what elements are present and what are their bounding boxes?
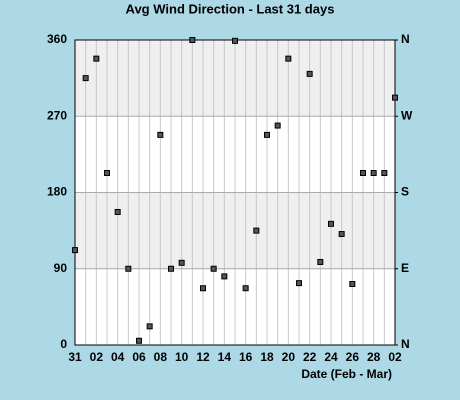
y2-tick-label: N xyxy=(401,32,410,46)
point xyxy=(392,94,398,101)
point xyxy=(221,273,228,280)
point xyxy=(189,37,196,43)
point xyxy=(157,131,164,138)
x-axis-label: Date (Feb - Mar) xyxy=(301,367,392,381)
x-tick-label: 02 xyxy=(388,350,402,364)
point xyxy=(360,170,366,177)
point xyxy=(136,337,142,344)
point xyxy=(264,131,270,138)
x-tick-label: 28 xyxy=(367,350,381,364)
point xyxy=(168,265,174,272)
x-tick-label: 20 xyxy=(282,350,296,364)
point xyxy=(125,265,132,272)
y2-tick-label: W xyxy=(401,108,413,122)
y-tick-label: 360 xyxy=(47,32,67,46)
y2-tick-label: N xyxy=(401,337,410,351)
point xyxy=(317,258,324,265)
point xyxy=(253,227,260,234)
point xyxy=(370,170,377,177)
point xyxy=(381,170,388,177)
point xyxy=(210,265,217,272)
point xyxy=(306,70,313,77)
x-tick-label: 06 xyxy=(132,350,146,364)
point xyxy=(232,37,238,44)
point xyxy=(242,285,249,292)
x-tick-label: 10 xyxy=(175,350,189,364)
y2-tick-label: S xyxy=(401,185,409,199)
x-tick-label: 18 xyxy=(260,350,274,364)
x-tick-label: 31 xyxy=(68,350,82,364)
point xyxy=(328,220,334,227)
x-tick-label: 14 xyxy=(218,350,232,364)
point xyxy=(338,231,345,238)
point xyxy=(146,323,153,330)
x-tick-label: 16 xyxy=(239,350,253,364)
point xyxy=(93,55,100,62)
point xyxy=(285,55,292,62)
point xyxy=(200,285,206,292)
y-tick-label: 270 xyxy=(47,108,67,122)
y2-tick-label: E xyxy=(401,261,409,275)
point xyxy=(349,281,356,287)
point xyxy=(296,280,302,287)
point xyxy=(82,75,89,82)
x-tick-label: 04 xyxy=(111,350,125,364)
point xyxy=(72,247,78,254)
x-tick-label: 08 xyxy=(154,350,168,364)
x-tick-label: 12 xyxy=(196,350,210,364)
chart-title: Avg Wind Direction - Last 31 days xyxy=(126,1,335,16)
y-tick-label: 0 xyxy=(60,337,67,351)
x-tick-label: 02 xyxy=(90,350,104,364)
x-tick-label: 24 xyxy=(324,350,338,364)
point xyxy=(104,170,110,177)
x-tick-label: 22 xyxy=(303,350,317,364)
point xyxy=(274,122,281,129)
point xyxy=(114,208,121,215)
y-tick-label: 180 xyxy=(47,185,67,199)
point xyxy=(178,259,185,266)
y-tick-label: 90 xyxy=(54,261,68,275)
x-tick-label: 26 xyxy=(346,350,360,364)
